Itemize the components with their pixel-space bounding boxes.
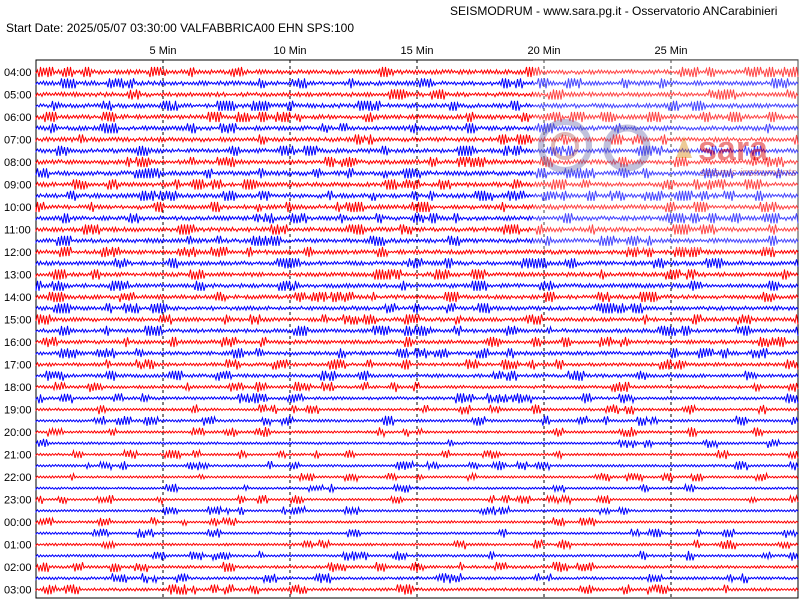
hour-label: 09:00: [4, 180, 32, 192]
seismic-trace: [35, 561, 799, 573]
seismic-trace: [35, 471, 799, 483]
trace-layer: [35, 66, 799, 595]
seismic-trace: [35, 583, 799, 595]
seismic-trace: [35, 302, 799, 314]
hour-label: 10:00: [4, 202, 32, 214]
seismic-trace: [35, 280, 799, 291]
seismic-trace: [35, 224, 799, 235]
seismic-trace: [35, 89, 799, 100]
hour-label: 15:00: [4, 315, 32, 327]
hour-label: 13:00: [4, 270, 32, 282]
watermark-subtitle: seismic instruments: [700, 167, 797, 179]
hour-label: 18:00: [4, 382, 32, 394]
watermark-mark-icon: [676, 136, 692, 158]
hour-label: 14:00: [4, 292, 32, 304]
watermark-seal-inner-icon: [551, 132, 579, 160]
hour-label: 04:00: [4, 67, 32, 79]
seismic-trace: [35, 235, 799, 247]
hour-label: 06:00: [4, 112, 32, 124]
hour-label: 00:00: [4, 517, 32, 529]
seismic-trace: [35, 336, 799, 348]
seismic-trace: [35, 123, 799, 134]
seismic-trace: [35, 448, 799, 461]
seismic-trace: [35, 156, 799, 168]
seismic-trace: [35, 291, 799, 303]
hour-label: 12:00: [4, 247, 32, 259]
seismic-trace: [35, 168, 799, 180]
hour-label: 11:00: [4, 225, 31, 237]
seismic-trace: [35, 246, 799, 258]
hour-label: 23:00: [4, 495, 32, 507]
seismic-trace: [35, 572, 799, 585]
seismic-trace: [35, 66, 799, 78]
hour-label: 08:00: [4, 157, 32, 169]
seismic-trace: [35, 178, 799, 190]
seismic-trace: [35, 145, 799, 156]
seismic-trace: [35, 111, 799, 123]
seismic-trace: [35, 538, 799, 551]
grid-layer: 5 Min 10 Min 15 Min 20 Min 25 Min 04:00 05:00 0…: [4, 45, 799, 599]
seismic-trace: [35, 201, 799, 213]
seismic-trace: [35, 381, 799, 393]
hour-label: 22:00: [4, 472, 32, 484]
seismic-trace: [35, 550, 799, 562]
watermark-backdrop: [533, 60, 799, 250]
seismic-trace: [35, 459, 799, 472]
seismic-trace: [35, 415, 799, 427]
seismic-trace: [35, 482, 799, 494]
hour-label: 01:00: [4, 540, 32, 552]
seismic-trace: [35, 527, 799, 539]
x-tick-label: 5 Min: [150, 45, 177, 57]
seismic-trace: [35, 348, 799, 360]
seismic-trace: [35, 370, 799, 382]
hour-label: 21:00: [4, 450, 32, 462]
seismic-trace: [35, 359, 799, 370]
seismic-trace: [35, 393, 799, 405]
seismic-trace: [35, 190, 799, 201]
hour-label: 05:00: [4, 90, 32, 102]
hour-label: 16:00: [4, 337, 32, 349]
start-info: Start Date: 2025/05/07 03:30:00 VALFABBR…: [6, 21, 354, 35]
sara-watermark: sara seismic instruments: [533, 60, 799, 250]
seismic-trace: [35, 213, 799, 224]
seismic-trace: [35, 269, 799, 280]
hour-label: 02:00: [4, 562, 32, 574]
x-tick-label: 20 Min: [527, 45, 560, 57]
seismic-trace: [35, 78, 799, 89]
seismic-trace: [35, 504, 799, 517]
hour-label: 07:00: [4, 135, 32, 147]
seismic-trace: [35, 426, 799, 439]
watermark-globe-icon: [603, 124, 651, 172]
seismic-trace: [35, 403, 799, 416]
seismic-trace: [35, 258, 799, 269]
seismic-trace: [35, 438, 799, 450]
hour-label: 19:00: [4, 405, 32, 417]
watermark-seal-icon: [538, 119, 592, 173]
hour-label: 17:00: [4, 360, 32, 372]
x-tick-label: 15 Min: [400, 45, 433, 57]
hour-label: 03:00: [4, 585, 32, 597]
seismic-trace: [35, 314, 799, 325]
seismic-trace: [35, 516, 799, 528]
chart-title: SEISMODRUM - www.sara.pg.it - Osservator…: [450, 4, 778, 18]
seismic-trace: [35, 493, 799, 506]
hour-label: 20:00: [4, 427, 32, 439]
seismic-trace: [35, 100, 799, 111]
seismic-trace: [35, 134, 799, 145]
x-tick-label: 25 Min: [654, 45, 687, 57]
seismic-trace: [35, 324, 799, 337]
x-tick-label: 10 Min: [273, 45, 306, 57]
watermark-brand: sara: [698, 130, 769, 168]
